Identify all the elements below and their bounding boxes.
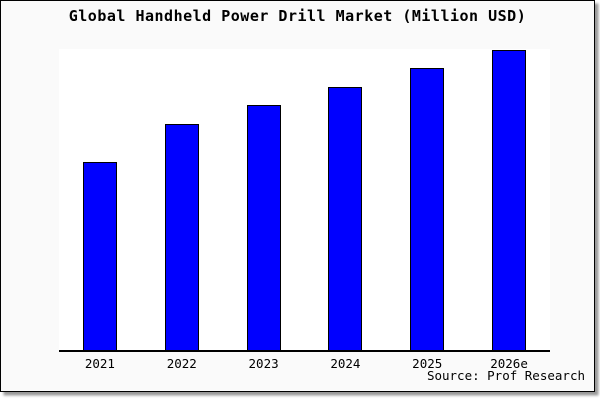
chart-figure: Global Handheld Power Drill Market (Mill… [0,0,595,392]
source-credit: Source: Prof Research [426,368,585,383]
bar-slot-2024 [304,49,386,350]
bar-slot-2021 [59,49,141,350]
bar-2026e [492,50,527,350]
plot-area [59,49,550,352]
chart-title: Global Handheld Power Drill Market (Mill… [68,7,527,25]
bar-2024 [328,87,363,350]
bar-slot-2023 [223,49,305,350]
bar-2025 [410,68,445,350]
bar-slot-2026e [468,49,550,350]
x-tick-2024: 2024 [330,356,361,371]
x-tick-2026e: 2026e [490,356,528,371]
x-tick-2023: 2023 [248,356,279,371]
bar-slot-2025 [386,49,468,350]
x-tick-2021: 2021 [84,356,115,371]
bar-2022 [164,124,199,350]
bar-2021 [82,162,117,350]
bar-2023 [246,105,281,350]
x-tick-2025: 2025 [412,356,443,371]
x-tick-2022: 2022 [166,356,197,371]
bar-slot-2022 [141,49,223,350]
x-axis-labels: 2021 2022 2023 2024 2025 2026e [59,356,550,371]
